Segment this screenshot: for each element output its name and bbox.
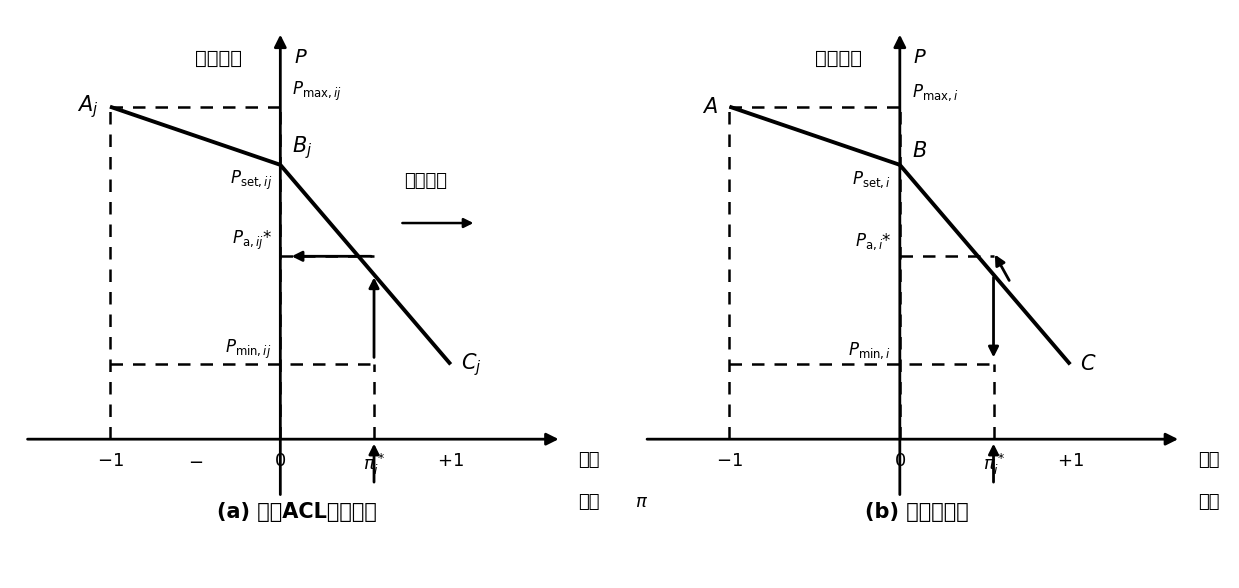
Text: $P_{\mathrm{min},ij}$: $P_{\mathrm{min},ij}$ bbox=[225, 338, 271, 361]
Text: $-1$: $-1$ bbox=[97, 452, 124, 470]
Text: $C$: $C$ bbox=[1080, 355, 1097, 375]
Text: $\pi_i^*$: $\pi_i^*$ bbox=[983, 452, 1005, 477]
Text: $P_{\mathrm{set},ij}$: $P_{\mathrm{set},ij}$ bbox=[229, 169, 271, 192]
Text: 动态功率: 动态功率 bbox=[815, 48, 861, 68]
Text: $\pi_i^*$: $\pi_i^*$ bbox=[363, 452, 385, 477]
Text: 需求曲线: 需求曲线 bbox=[404, 172, 446, 190]
Text: $0$: $0$ bbox=[893, 452, 906, 470]
Text: $B$: $B$ bbox=[912, 141, 927, 161]
Text: $C_j$: $C_j$ bbox=[461, 351, 482, 377]
Text: 价格: 价格 bbox=[1198, 493, 1219, 510]
Text: $P$: $P$ bbox=[913, 48, 927, 68]
Text: $P$: $P$ bbox=[294, 48, 307, 68]
Text: $\pi$: $\pi$ bbox=[634, 493, 648, 510]
Text: $P_{\mathrm{max},ij}$: $P_{\mathrm{max},ij}$ bbox=[292, 80, 342, 103]
Text: (a) 单个ACL需求曲线: (a) 单个ACL需求曲线 bbox=[217, 502, 378, 522]
Text: (b) 总需求曲线: (b) 总需求曲线 bbox=[865, 502, 969, 522]
Text: $P_{\mathrm{a},i}$*: $P_{\mathrm{a},i}$* bbox=[855, 232, 891, 252]
Text: $P_{\mathrm{set},i}$: $P_{\mathrm{set},i}$ bbox=[852, 169, 891, 189]
Text: $+1$: $+1$ bbox=[1057, 452, 1084, 470]
Text: $B_j$: $B_j$ bbox=[292, 134, 312, 161]
Text: 虚拟: 虚拟 bbox=[579, 451, 600, 469]
Text: $A_j$: $A_j$ bbox=[77, 93, 98, 120]
Text: 价格: 价格 bbox=[579, 493, 600, 510]
Text: $0$: $0$ bbox=[274, 452, 286, 470]
Text: $A$: $A$ bbox=[701, 96, 717, 116]
Text: $-$: $-$ bbox=[187, 452, 203, 470]
Text: 动态功率: 动态功率 bbox=[196, 48, 242, 68]
Text: $P_{\mathrm{max},i}$: $P_{\mathrm{max},i}$ bbox=[912, 83, 958, 103]
Text: $P_{\mathrm{a},ij}$*: $P_{\mathrm{a},ij}$* bbox=[232, 229, 271, 252]
Text: $P_{\mathrm{min},i}$: $P_{\mathrm{min},i}$ bbox=[849, 340, 891, 361]
Text: $+1$: $+1$ bbox=[437, 452, 465, 470]
Text: $-1$: $-1$ bbox=[716, 452, 743, 470]
Text: 虚拟: 虚拟 bbox=[1198, 451, 1219, 469]
